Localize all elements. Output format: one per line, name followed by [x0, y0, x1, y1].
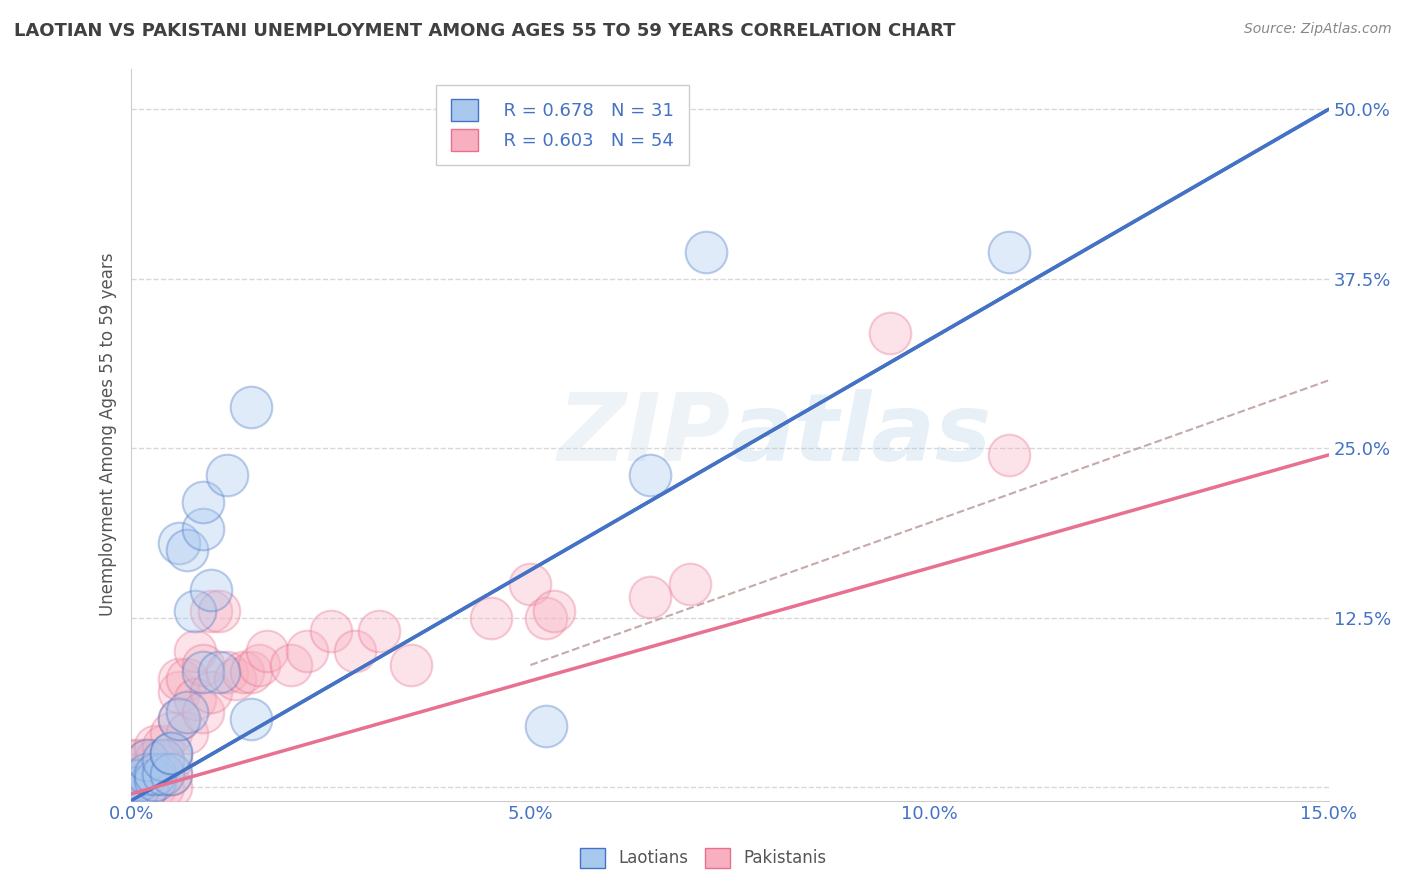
Point	[536, 719, 558, 733]
Point	[879, 326, 901, 340]
Point	[367, 624, 389, 639]
Point	[176, 726, 198, 740]
Point	[160, 746, 183, 760]
Point	[208, 665, 231, 679]
Point	[247, 658, 270, 673]
Point	[543, 604, 565, 618]
Point	[120, 766, 142, 780]
Point	[128, 780, 150, 794]
Text: atlas: atlas	[730, 389, 991, 481]
Point	[184, 692, 207, 706]
Point	[128, 766, 150, 780]
Point	[160, 780, 183, 794]
Point	[695, 244, 717, 259]
Point	[519, 576, 541, 591]
Point	[343, 644, 366, 658]
Point	[120, 780, 142, 794]
Point	[128, 773, 150, 788]
Point	[176, 542, 198, 557]
Point	[167, 712, 190, 726]
Point	[191, 495, 214, 509]
Point	[160, 753, 183, 767]
Point	[143, 739, 166, 754]
Point	[120, 773, 142, 788]
Point	[176, 706, 198, 720]
Text: ZIP: ZIP	[557, 389, 730, 481]
Point	[143, 780, 166, 794]
Point	[256, 644, 278, 658]
Point	[200, 604, 222, 618]
Point	[399, 658, 422, 673]
Point	[128, 780, 150, 794]
Text: LAOTIAN VS PAKISTANI UNEMPLOYMENT AMONG AGES 55 TO 59 YEARS CORRELATION CHART: LAOTIAN VS PAKISTANI UNEMPLOYMENT AMONG …	[14, 22, 956, 40]
Point	[167, 685, 190, 699]
Point	[152, 780, 174, 794]
Point	[143, 773, 166, 788]
Point	[280, 658, 302, 673]
Point	[152, 766, 174, 780]
Point	[295, 644, 318, 658]
Point	[120, 760, 142, 774]
Legend: Laotians, Pakistanis: Laotians, Pakistanis	[574, 841, 832, 875]
Point	[200, 685, 222, 699]
Point	[240, 401, 263, 415]
Point	[160, 766, 183, 780]
Point	[184, 604, 207, 618]
Point	[536, 610, 558, 624]
Point	[160, 766, 183, 780]
Point	[240, 712, 263, 726]
Legend:   R = 0.678   N = 31,   R = 0.603   N = 54: R = 0.678 N = 31, R = 0.603 N = 54	[436, 85, 689, 165]
Point	[191, 523, 214, 537]
Point	[120, 780, 142, 794]
Point	[191, 706, 214, 720]
Point	[136, 753, 159, 767]
Point	[319, 624, 342, 639]
Point	[136, 753, 159, 767]
Point	[136, 766, 159, 780]
Point	[232, 665, 254, 679]
Point	[638, 591, 661, 605]
Y-axis label: Unemployment Among Ages 55 to 59 years: Unemployment Among Ages 55 to 59 years	[100, 252, 117, 616]
Point	[479, 610, 502, 624]
Point	[120, 773, 142, 788]
Point	[167, 536, 190, 550]
Point	[240, 665, 263, 679]
Point	[152, 739, 174, 754]
Point	[143, 766, 166, 780]
Point	[136, 766, 159, 780]
Point	[152, 766, 174, 780]
Point	[200, 583, 222, 598]
Point	[208, 604, 231, 618]
Point	[998, 448, 1021, 462]
Point	[143, 753, 166, 767]
Point	[160, 746, 183, 760]
Point	[638, 468, 661, 483]
Point	[998, 244, 1021, 259]
Point	[136, 780, 159, 794]
Point	[224, 672, 246, 686]
Point	[120, 753, 142, 767]
Point	[191, 658, 214, 673]
Text: Source: ZipAtlas.com: Source: ZipAtlas.com	[1244, 22, 1392, 37]
Point	[128, 753, 150, 767]
Point	[191, 665, 214, 679]
Point	[184, 644, 207, 658]
Point	[215, 468, 238, 483]
Point	[160, 726, 183, 740]
Point	[143, 766, 166, 780]
Point	[215, 665, 238, 679]
Point	[136, 780, 159, 794]
Point	[152, 753, 174, 767]
Point	[679, 576, 702, 591]
Point	[176, 672, 198, 686]
Point	[167, 672, 190, 686]
Point	[167, 712, 190, 726]
